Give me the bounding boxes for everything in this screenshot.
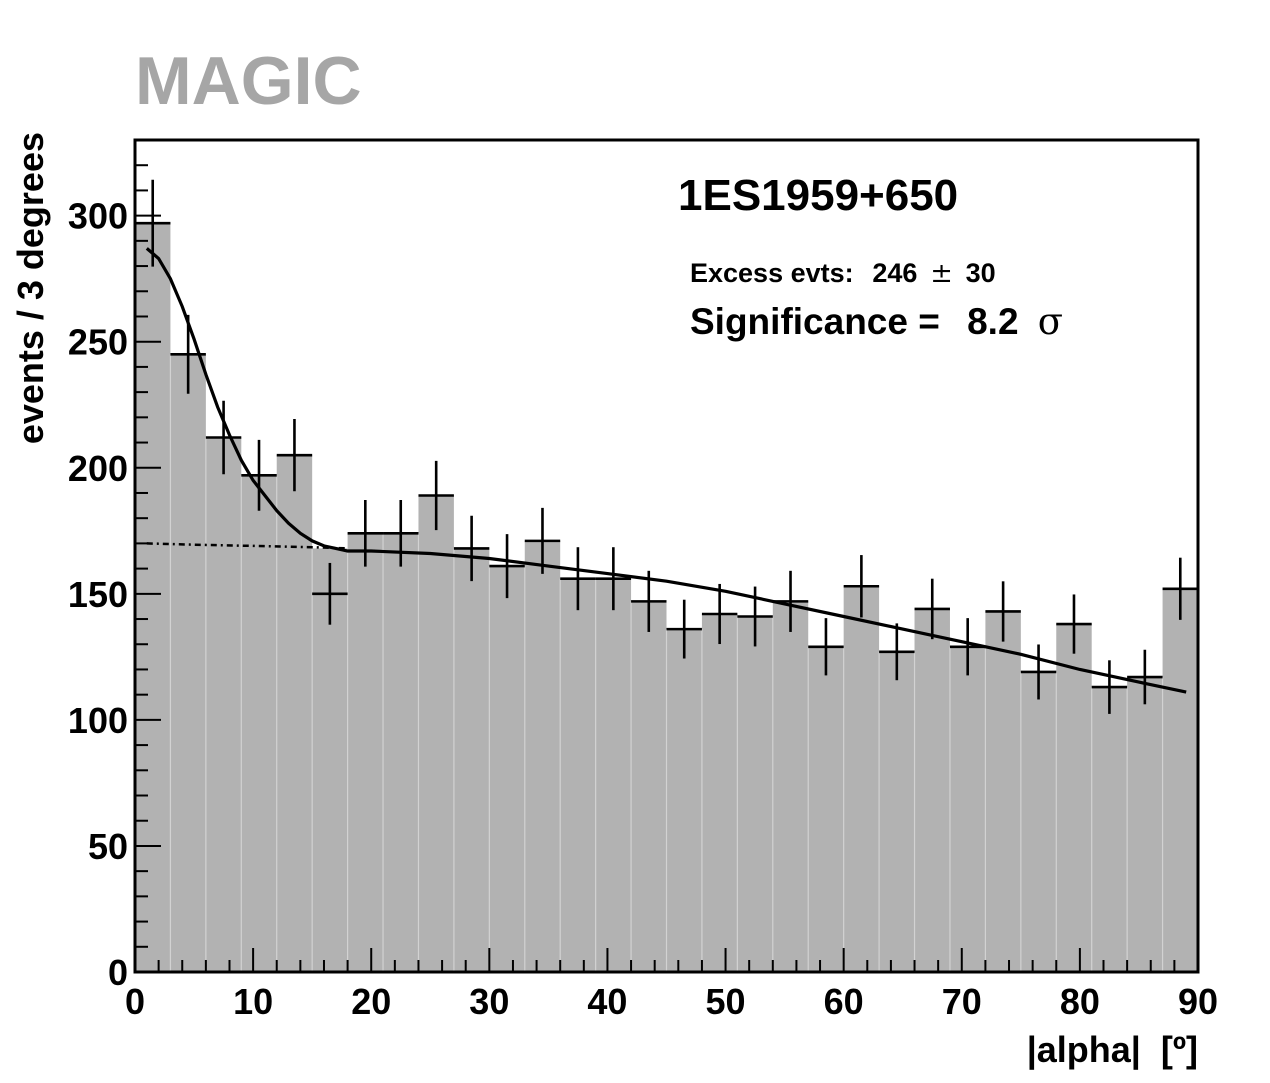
magic-logo: MAGIC bbox=[135, 43, 362, 119]
histogram-bar bbox=[276, 455, 313, 973]
x-tick-label: 10 bbox=[233, 981, 273, 1022]
y-tick-labels: 0 50 100 150 200 250 300 bbox=[68, 196, 128, 993]
excess-value: 246 bbox=[872, 258, 917, 288]
data-point bbox=[241, 439, 277, 511]
data-point bbox=[1127, 649, 1163, 705]
data-point bbox=[1091, 660, 1128, 714]
excess-error: 30 bbox=[966, 258, 996, 288]
x-tick-label: 40 bbox=[587, 981, 627, 1022]
histogram-bar bbox=[949, 646, 986, 972]
axis-ticks bbox=[134, 139, 1199, 973]
plus-minus-symbol: ± bbox=[930, 258, 953, 289]
data-point bbox=[808, 618, 844, 676]
excess-label: Excess evts: bbox=[690, 258, 854, 288]
data-point bbox=[914, 578, 950, 640]
data-point bbox=[985, 581, 1021, 642]
data-point bbox=[383, 500, 419, 567]
histogram-bar bbox=[383, 533, 419, 972]
histogram-bar bbox=[985, 611, 1021, 972]
histogram-bar bbox=[666, 629, 702, 972]
data-point bbox=[205, 400, 242, 475]
histogram-bar bbox=[524, 540, 561, 972]
histogram-bar bbox=[489, 566, 525, 972]
y-tick-label: 100 bbox=[68, 700, 128, 741]
x-axis-label: |alpha| [º] bbox=[1027, 1029, 1198, 1071]
histogram-bar bbox=[1127, 677, 1163, 972]
data-points bbox=[135, 179, 1198, 714]
data-point bbox=[666, 599, 702, 659]
x-tick-label: 90 bbox=[1178, 981, 1218, 1022]
histogram-bar bbox=[170, 354, 206, 972]
histogram-bar bbox=[347, 533, 384, 972]
histogram-bar bbox=[418, 495, 454, 972]
excess-events-annotation: Excess evts: 246 ± 30 bbox=[690, 258, 996, 289]
data-point bbox=[879, 623, 915, 681]
data-point bbox=[1056, 594, 1092, 654]
data-point bbox=[312, 562, 348, 625]
significance-value: 8.2 bbox=[967, 301, 1018, 342]
histogram-bar bbox=[843, 586, 880, 972]
data-point bbox=[524, 507, 561, 574]
y-tick-label: 150 bbox=[68, 574, 128, 615]
histogram-bar bbox=[560, 578, 596, 972]
data-point bbox=[631, 570, 667, 632]
x-tick-labels: 0 10 20 30 40 50 60 70 80 90 bbox=[125, 981, 1218, 1022]
histogram-bar bbox=[1020, 671, 1057, 972]
data-point bbox=[418, 460, 454, 531]
data-point bbox=[701, 583, 738, 645]
histogram-bar bbox=[1162, 588, 1198, 972]
plot-frame bbox=[133, 138, 1200, 974]
background-fit-line bbox=[146, 542, 348, 550]
histogram-bar bbox=[737, 616, 773, 972]
y-tick-label: 300 bbox=[68, 196, 128, 237]
histogram-bar bbox=[701, 613, 738, 972]
x-tick-label: 20 bbox=[351, 981, 391, 1022]
y-tick-label: 0 bbox=[108, 952, 128, 993]
bin-separators bbox=[169, 354, 1164, 972]
x-tick-label: 50 bbox=[706, 981, 746, 1022]
x-tick-label: 60 bbox=[824, 981, 864, 1022]
data-point bbox=[595, 547, 632, 611]
histogram-bar bbox=[205, 437, 242, 972]
x-tick-label: 0 bbox=[125, 981, 145, 1022]
x-tick-label: 70 bbox=[942, 981, 982, 1022]
histogram-bars bbox=[135, 223, 1198, 973]
histogram-bar bbox=[1056, 624, 1092, 972]
data-point bbox=[347, 500, 384, 567]
x-tick-label: 30 bbox=[469, 981, 509, 1022]
y-axis-label: events / 3 degrees bbox=[10, 132, 51, 444]
data-point bbox=[560, 547, 596, 611]
significance-annotation: Significance = 8.2 σ bbox=[690, 300, 1063, 343]
histogram-bar bbox=[879, 651, 915, 972]
histogram-bar bbox=[772, 601, 809, 972]
sigma-symbol: σ bbox=[1038, 300, 1063, 343]
y-tick-label: 200 bbox=[68, 448, 128, 489]
chart-title: 1ES1959+650 bbox=[678, 171, 958, 220]
data-point bbox=[453, 515, 490, 582]
histogram-bar bbox=[1091, 687, 1128, 972]
y-tick-label: 250 bbox=[68, 322, 128, 363]
histogram-bar bbox=[631, 601, 667, 972]
x-tick-label: 80 bbox=[1060, 981, 1100, 1022]
data-point bbox=[1020, 644, 1057, 700]
histogram-bar bbox=[595, 578, 632, 972]
histogram-bar bbox=[453, 548, 490, 972]
y-tick-label: 50 bbox=[88, 826, 128, 867]
data-point bbox=[1162, 557, 1198, 620]
significance-label: Significance = bbox=[690, 301, 940, 342]
fit-curve bbox=[145, 247, 1187, 694]
data-point bbox=[489, 534, 525, 599]
histogram-bar bbox=[808, 646, 844, 972]
data-point bbox=[843, 555, 880, 618]
data-point bbox=[276, 419, 313, 492]
histogram-bar bbox=[241, 475, 277, 972]
histogram-bar bbox=[914, 608, 950, 972]
histogram-bar bbox=[135, 223, 171, 972]
